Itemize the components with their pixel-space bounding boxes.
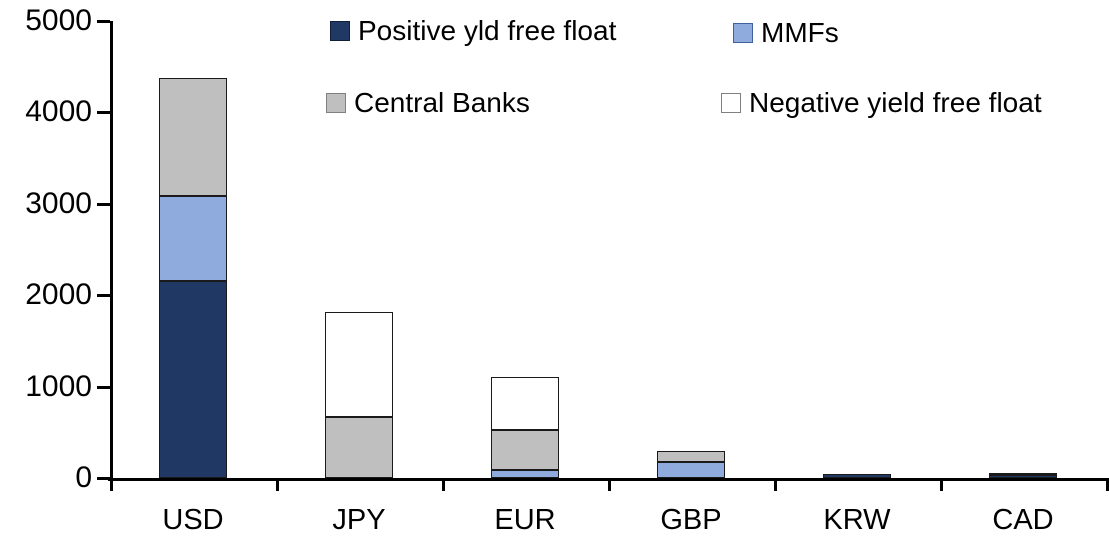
y-tick-2000 bbox=[97, 294, 110, 298]
x-tick-5 bbox=[940, 478, 943, 491]
bar-segment-EUR-mmfs bbox=[491, 469, 559, 478]
bar-segment-JPY-negative-yield-free-float bbox=[325, 311, 393, 417]
y-tick-label-1000: 1000 bbox=[25, 369, 92, 403]
bar-segment-GBP-mmfs bbox=[657, 461, 725, 478]
bar-segment-EUR-central-banks bbox=[491, 429, 559, 470]
y-tick-3000 bbox=[97, 202, 110, 206]
x-category-label-GBP: GBP bbox=[660, 504, 722, 536]
legend-swatch-positive-yld-free-float bbox=[330, 21, 350, 41]
legend-label-positive-yld-free-float: Positive yld free float bbox=[358, 15, 617, 46]
bar-segment-USD-central-banks bbox=[159, 77, 227, 197]
x-category-label-CAD: CAD bbox=[992, 504, 1054, 536]
x-tick-3 bbox=[608, 478, 611, 491]
y-tick-label-3000: 3000 bbox=[25, 186, 92, 220]
y-tick-5000 bbox=[97, 20, 110, 23]
x-tick-6 bbox=[1106, 478, 1109, 491]
legend-label-central-banks: Central Banks bbox=[354, 87, 530, 118]
y-tick-label-4000: 4000 bbox=[25, 95, 92, 129]
bar-segment-KRW-positive-yld-free-float bbox=[823, 474, 891, 478]
legend-item-negative-yield-free-float: Negative yield free float bbox=[721, 87, 1042, 118]
bar-segment-GBP-central-banks bbox=[657, 450, 725, 462]
x-category-label-JPY: JPY bbox=[332, 504, 386, 536]
legend-item-central-banks: Central Banks bbox=[326, 87, 530, 118]
legend-item-mmfs: MMFs bbox=[733, 17, 839, 48]
bar-segment-USD-mmfs bbox=[159, 196, 227, 282]
bar-segment-EUR-negative-yield-free-float bbox=[491, 377, 559, 430]
y-tick-0 bbox=[97, 477, 110, 480]
y-tick-label-2000: 2000 bbox=[25, 278, 92, 312]
x-tick-0 bbox=[110, 478, 113, 491]
legend-item-positive-yld-free-float: Positive yld free float bbox=[330, 15, 617, 46]
x-tick-1 bbox=[276, 478, 279, 491]
x-category-label-EUR: EUR bbox=[494, 504, 556, 536]
y-tick-1000 bbox=[97, 385, 110, 389]
bar-segment-CAD-positive-yld-free-float bbox=[989, 475, 1057, 478]
bar-segment-JPY-central-banks bbox=[325, 416, 393, 478]
y-tick-label-0: 0 bbox=[75, 461, 92, 494]
x-category-label-KRW: KRW bbox=[823, 504, 891, 536]
y-axis-line bbox=[110, 21, 113, 481]
x-tick-4 bbox=[774, 478, 777, 491]
x-tick-2 bbox=[442, 478, 445, 491]
bar-segment-CAD-central-banks bbox=[989, 472, 1057, 476]
y-tick-label-5000: 5000 bbox=[25, 4, 92, 37]
legend-label-negative-yield-free-float: Negative yield free float bbox=[749, 87, 1042, 118]
bar-segment-USD-positive-yld-free-float bbox=[159, 281, 227, 478]
x-category-label-USD: USD bbox=[162, 504, 224, 536]
legend-swatch-mmfs bbox=[733, 23, 753, 43]
legend-swatch-negative-yield-free-float bbox=[721, 93, 741, 113]
legend-label-mmfs: MMFs bbox=[761, 17, 839, 48]
y-tick-4000 bbox=[97, 111, 110, 115]
legend-swatch-central-banks bbox=[326, 93, 346, 113]
